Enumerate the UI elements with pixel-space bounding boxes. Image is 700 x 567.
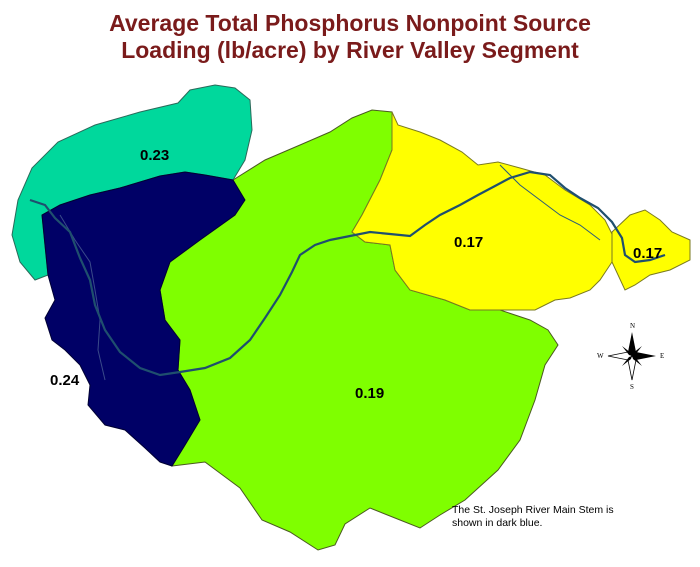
note-line-2: shown in dark blue. (452, 517, 667, 530)
compass-s: S (630, 383, 634, 391)
map-note: The St. Joseph River Main Stem is shown … (452, 504, 667, 530)
compass-e: E (660, 352, 664, 360)
compass-rose-icon: N S E W (597, 322, 664, 391)
label-far-east: 0.17 (633, 245, 662, 262)
label-central: 0.19 (355, 385, 384, 402)
label-west: 0.24 (50, 372, 79, 389)
label-east: 0.17 (454, 234, 483, 251)
compass-n: N (630, 322, 635, 330)
compass-w: W (597, 352, 604, 360)
note-line-1: The St. Joseph River Main Stem is (452, 504, 667, 517)
label-northwest: 0.23 (140, 147, 169, 164)
